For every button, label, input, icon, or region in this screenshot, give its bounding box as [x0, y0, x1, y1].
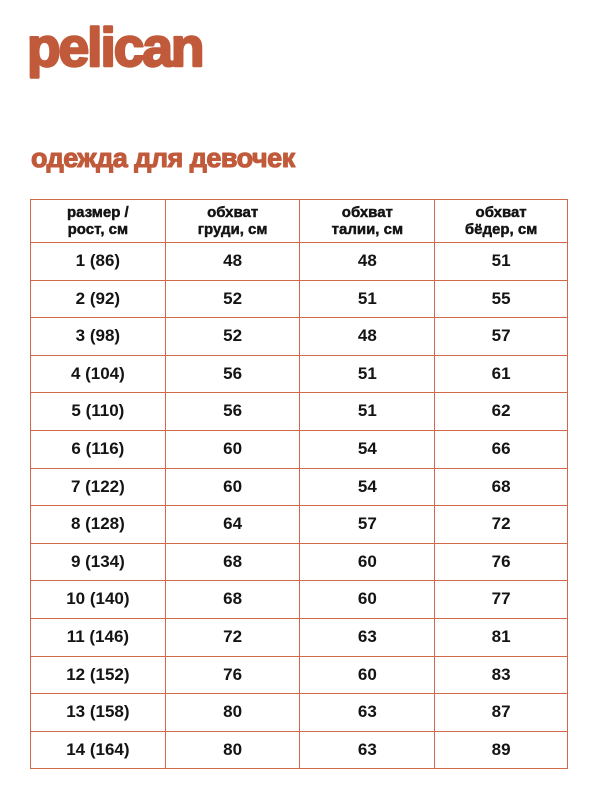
svg-text:pelican: pelican [27, 16, 203, 78]
svg-text:одежда для девочек: одежда для девочек [31, 143, 296, 173]
